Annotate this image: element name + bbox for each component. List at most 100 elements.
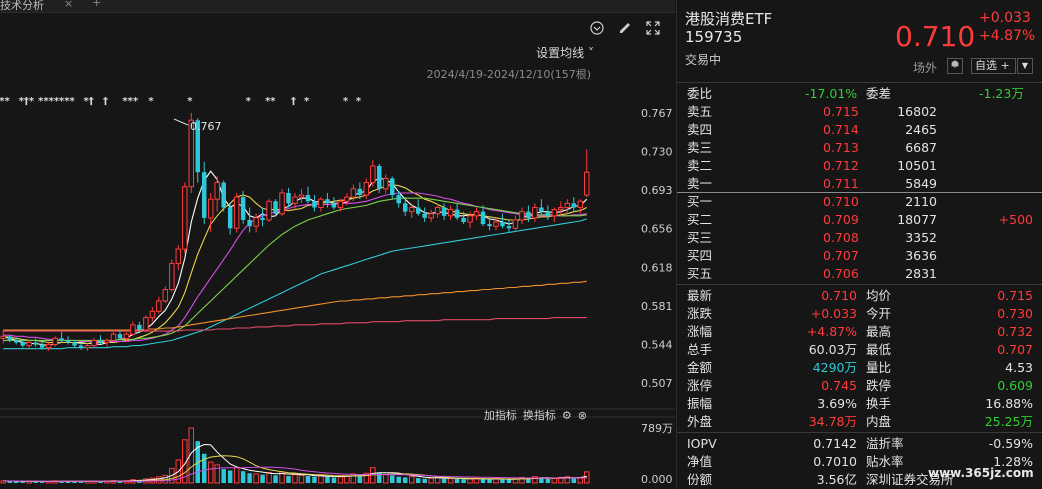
volume-bar	[298, 474, 305, 484]
bid-level-label: 买四	[687, 248, 713, 263]
candle-body	[390, 178, 395, 196]
y-tick-label: 0.656	[641, 222, 673, 235]
bell-icon[interactable]	[947, 58, 963, 74]
extra-value: 3.56亿	[816, 472, 857, 487]
ask-price: 0.713	[823, 140, 859, 155]
volume-bar	[564, 476, 571, 484]
watchlist-dropdown-icon[interactable]: ▼	[1017, 58, 1033, 74]
y-tick-label: 0.581	[641, 300, 673, 313]
volume-bar	[214, 464, 220, 484]
extra-label: 深圳证券交易所	[866, 472, 954, 487]
venue-label: 场外	[913, 61, 938, 75]
volume-bar	[506, 479, 512, 483]
bid-volume: 2110	[905, 194, 937, 209]
volume-bar	[363, 472, 370, 484]
fund-name: 港股消费ETF	[685, 10, 773, 28]
fullscreen-icon[interactable]	[645, 20, 661, 36]
bid-price: 0.710	[823, 194, 859, 209]
stat-label: 跌停	[866, 378, 892, 393]
candle-body	[273, 201, 278, 214]
volume-bar	[13, 481, 19, 483]
ask-level-label: 卖三	[687, 140, 713, 155]
book-divider	[677, 192, 1042, 193]
volume-bar	[72, 481, 77, 483]
ask-price: 0.711	[823, 176, 859, 191]
volume-bar	[240, 471, 246, 483]
candle-body	[377, 165, 382, 189]
volume-bar	[415, 478, 421, 483]
volume-bar	[331, 477, 337, 483]
signal-marker: *	[343, 96, 349, 107]
candle-body	[312, 201, 317, 208]
stat-value: +0.033	[810, 306, 857, 321]
ma-line-ma120	[3, 280, 587, 331]
volume-bar	[98, 481, 103, 483]
switch-indicator-button[interactable]: 换指标	[522, 409, 556, 422]
divider	[677, 82, 1042, 83]
candle-body	[13, 340, 19, 343]
tab-technical-analysis[interactable]: 技术分析	[0, 0, 44, 12]
ask-volume: 16802	[897, 104, 937, 119]
candle-body	[143, 317, 149, 331]
weicha-label: 委差	[866, 86, 892, 101]
candle-body	[266, 200, 272, 221]
ma-setting-dropdown[interactable]: 设置均线 ˅	[536, 44, 594, 61]
bid-volume: 3636	[905, 248, 937, 263]
stat-value: 16.88%	[985, 396, 1033, 411]
volume-bar	[207, 461, 214, 484]
volume-bar	[305, 476, 311, 483]
candle-body	[337, 200, 344, 208]
ask-volume: 2465	[905, 122, 937, 137]
candle-body	[467, 215, 473, 223]
extra-value: -0.59%	[988, 436, 1033, 451]
candle-body	[286, 192, 291, 204]
volume-bar	[260, 474, 265, 483]
stat-value: 0.710	[821, 288, 857, 303]
stat-label: 涨幅	[687, 324, 713, 339]
ask-volume: 10501	[897, 158, 937, 173]
stat-label: 涨停	[687, 378, 713, 393]
volume-bar	[461, 479, 466, 483]
quote-panel: 港股消费ETF 159735 交易中 0.710 +0.033 +4.87% 场…	[676, 0, 1042, 489]
candle-body	[240, 197, 246, 220]
candle-body	[370, 165, 376, 184]
candle-body	[545, 211, 551, 216]
pen-icon[interactable]	[617, 20, 633, 36]
candle-body	[441, 207, 447, 216]
close-icon[interactable]: ×	[64, 0, 74, 10]
volume-bar	[493, 478, 499, 484]
volume-bar	[383, 474, 389, 484]
bid-level-label: 买三	[687, 230, 713, 245]
stat-label: 振幅	[687, 396, 713, 411]
volume-ma-ma20	[3, 466, 587, 482]
candle-body	[156, 300, 162, 312]
candle-body	[422, 213, 427, 218]
candle-body	[298, 194, 305, 198]
close-circle-icon[interactable]: ⊗	[577, 408, 587, 422]
stat-value: 0.730	[997, 306, 1033, 321]
chevron-down-circle-icon[interactable]	[589, 20, 605, 36]
gear-icon[interactable]: ⚙	[561, 408, 572, 422]
chart-area[interactable]: 设置均线 ˅ 2024/4/19-2024/12/10(157根) ** *†* *…	[0, 13, 675, 489]
ask-volume: 5849	[905, 176, 937, 191]
candle-body	[182, 186, 188, 250]
candle-body	[564, 202, 571, 209]
volume-bar	[344, 475, 350, 484]
candle-body	[201, 172, 207, 218]
y-tick-label: 0.730	[641, 145, 673, 158]
signal-marker: *******	[38, 96, 75, 107]
candlestick-chart[interactable]: ** *†* ******* *† † *** * * * ** † * * * 0.7670.7300.…	[0, 13, 675, 489]
add-indicator-button[interactable]: 加指标	[483, 409, 517, 422]
candle-body	[551, 209, 558, 217]
volume-bar	[390, 475, 395, 483]
stat-value: 4290万	[812, 360, 857, 375]
new-tab-icon[interactable]: +	[92, 0, 102, 9]
change-abs: +0.033	[979, 10, 1031, 26]
volume-bar	[78, 481, 84, 483]
add-watchlist-button[interactable]: 自选 +	[971, 58, 1016, 74]
candle-body	[130, 324, 136, 335]
candle-body	[526, 211, 531, 218]
candle-body	[253, 217, 259, 227]
stat-value: 4.53	[1005, 360, 1033, 375]
